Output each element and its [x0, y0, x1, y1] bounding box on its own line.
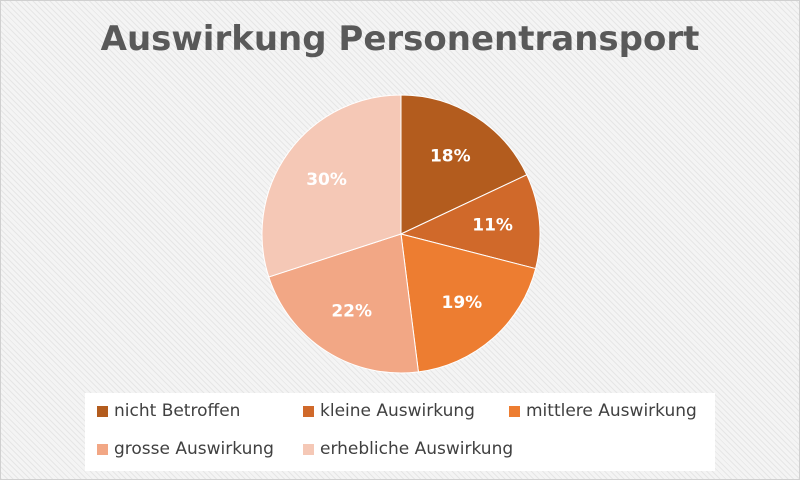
data-label: 30% [306, 170, 347, 190]
chart-title: Auswirkung Personentransport [100, 19, 700, 59]
pie-slice-erhebliche-auswirkung [261, 94, 402, 278]
legend-item-nicht-betroffen: nicht Betroffen [97, 401, 240, 421]
legend-label: kleine Auswirkung [320, 401, 475, 421]
legend-item-erhebliche-auswirkung: erhebliche Auswirkung [303, 439, 513, 459]
legend-swatch [97, 443, 108, 455]
legend-item-grosse-auswirkung: grosse Auswirkung [97, 439, 274, 459]
legend-label: grosse Auswirkung [114, 439, 274, 459]
data-label: 22% [331, 302, 372, 322]
legend-label: mittlere Auswirkung [526, 401, 697, 421]
data-label: 11% [472, 215, 513, 235]
legend-item-kleine-auswirkung: kleine Auswirkung [303, 401, 475, 421]
legend-swatch [97, 405, 108, 417]
pie-slice-grosse-auswirkung [268, 233, 419, 374]
legend-swatch [303, 405, 314, 417]
data-label: 19% [441, 293, 482, 313]
data-label: 18% [430, 146, 471, 166]
pie-slice-kleine-auswirkung [399, 174, 541, 270]
legend-swatch [509, 405, 520, 417]
legend-label: erhebliche Auswirkung [320, 439, 514, 459]
legend-item-mittlere-auswirkung: mittlere Auswirkung [509, 401, 697, 421]
legend-swatch [303, 443, 314, 455]
legend-label: nicht Betroffen [114, 401, 241, 421]
legend: nicht Betroffen kleine Auswirkung mittle… [85, 393, 715, 471]
pie-slice-nicht-betroffen [400, 94, 528, 235]
pie-slice-mittlere-auswirkung [400, 233, 537, 373]
